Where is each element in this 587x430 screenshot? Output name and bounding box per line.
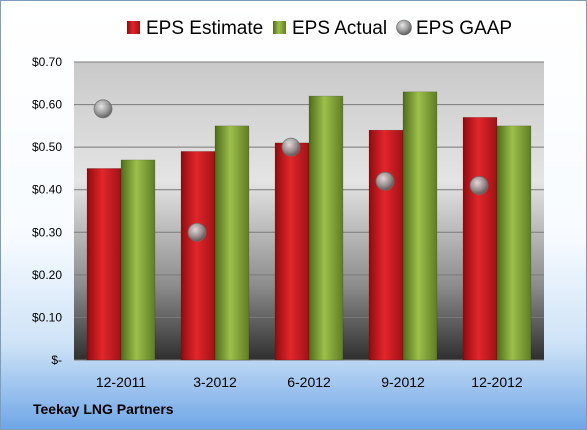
y-tick-label: $0.50	[32, 140, 62, 154]
x-tick-label: 12-2011	[96, 374, 147, 390]
legend-label-eps-gaap: EPS GAAP	[416, 18, 512, 39]
eps-gaap-marker	[281, 137, 301, 157]
x-tick-label: 12-2012	[471, 374, 523, 390]
eps-estimate-bar	[462, 117, 498, 361]
eps-gaap-marker	[375, 171, 395, 191]
legend-swatch-eps-estimate	[127, 21, 140, 34]
y-tick-label: $0.60	[32, 98, 62, 112]
y-tick-label: $0.10	[32, 310, 62, 324]
legend: EPS Estimate EPS Actual EPS GAAP	[127, 18, 512, 39]
company-name: Teekay LNG Partners	[33, 401, 174, 417]
gaap-markers	[93, 99, 489, 242]
legend-swatch-eps-gaap	[396, 19, 412, 36]
y-tick-label: $0.30	[32, 225, 62, 239]
y-tick-label: $0.70	[32, 55, 62, 69]
eps-actual-bar	[402, 91, 438, 361]
eps-actual-bar	[308, 95, 344, 361]
eps-actual-bar	[496, 125, 532, 361]
y-tick-label: $0.20	[32, 268, 62, 282]
eps-actual-bar	[214, 125, 250, 361]
x-tick-label: 6-2012	[287, 374, 331, 390]
eps-estimate-bar	[368, 129, 404, 361]
eps-actual-bar	[120, 159, 156, 361]
legend-swatch-eps-actual	[273, 21, 286, 34]
legend-label-eps-actual: EPS Actual	[292, 18, 387, 39]
legend-label-eps-estimate: EPS Estimate	[146, 18, 263, 39]
y-tick-label: $-	[51, 353, 62, 367]
x-tick-label: 9-2012	[381, 374, 425, 390]
y-axis-labels: $- $0.10 $0.20 $0.30 $0.40 $0.50 $0.60 $0.70	[32, 55, 62, 367]
x-axis-labels: 12-2011 3-2012 6-2012 9-2012 12-2012	[96, 374, 523, 390]
eps-gaap-marker	[93, 99, 113, 119]
y-tick-label: $0.40	[32, 183, 62, 197]
bars	[86, 91, 532, 361]
eps-gaap-marker	[187, 222, 207, 242]
eps-gaap-marker	[469, 176, 489, 195]
x-tick-label: 3-2012	[193, 374, 237, 390]
eps-estimate-bar	[86, 168, 122, 361]
eps-estimate-bar	[274, 142, 310, 361]
eps-estimate-bar	[180, 151, 216, 361]
